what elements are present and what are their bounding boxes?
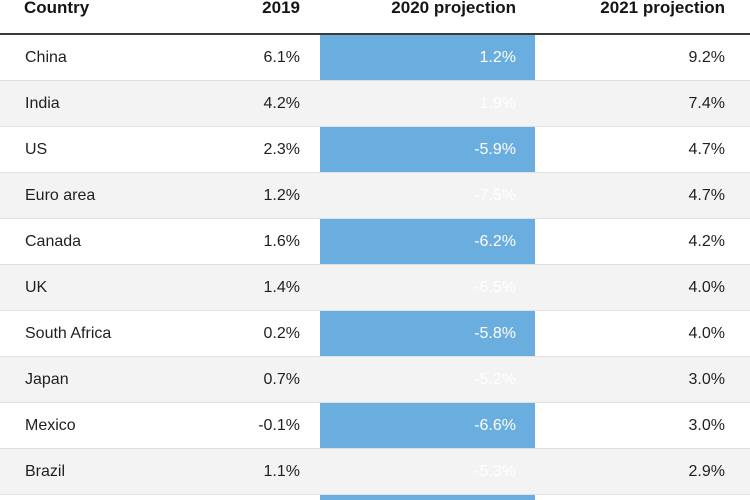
cell-2019: 4.2% <box>263 95 300 112</box>
cell-2019: -0.1% <box>258 417 300 434</box>
cell-2019: 0.7% <box>263 371 300 388</box>
cell-country: Brazil <box>25 463 66 480</box>
header-2021-projection: 2021 projection <box>600 0 725 17</box>
cell-country: Canada <box>25 233 82 250</box>
cell-2020: -7.5% <box>474 187 516 204</box>
cell-2020: 1.2% <box>479 49 516 66</box>
cell-2019: 6.1% <box>263 49 300 66</box>
table-row: Canada 1.6% -6.2% 4.2% <box>0 219 750 265</box>
cell-2020: -5.3% <box>474 463 516 480</box>
cell-2020: -6.2% <box>474 233 516 250</box>
table-row: US 2.3% -5.9% 4.7% <box>0 127 750 173</box>
cell-2021: 4.7% <box>688 187 725 204</box>
table-row: India 4.2% 1.9% 7.4% <box>0 81 750 127</box>
cell-2021: 2.9% <box>688 463 725 480</box>
cell-country: China <box>25 49 67 66</box>
cell-2019: 1.2% <box>263 187 300 204</box>
cell-country: US <box>25 141 48 158</box>
cell-country: UK <box>25 279 48 296</box>
cell-2021: 4.2% <box>688 233 725 250</box>
table-row: UK 1.4% -6.5% 4.0% <box>0 265 750 311</box>
header-2020-projection: 2020 projection <box>391 0 516 17</box>
cell-2021: 4.0% <box>688 325 725 342</box>
cell-2020: -6.5% <box>474 279 516 296</box>
cell-2019: 1.6% <box>263 233 300 250</box>
cell-2020: -5.2% <box>474 371 516 388</box>
table-row: Japan 0.7% -5.2% 3.0% <box>0 357 750 403</box>
table-row: Euro area 1.2% -7.5% 4.7% <box>0 173 750 219</box>
header-country: Country <box>24 0 90 17</box>
cell-country: Euro area <box>25 187 96 204</box>
cell-2019: 1.1% <box>263 463 300 480</box>
cell-2021: 4.0% <box>688 279 725 296</box>
table-header: Country 2019 2020 projection 2021 projec… <box>0 0 750 35</box>
cell-2021: 4.7% <box>688 141 725 158</box>
cell-2019: 1.4% <box>263 279 300 296</box>
cell-2020: 1.9% <box>479 95 516 112</box>
table-body: China 6.1% 1.2% 9.2% India 4.2% 1.9% 7.4… <box>0 35 750 495</box>
table-row: China 6.1% 1.2% 9.2% <box>0 35 750 81</box>
cell-2021: 3.0% <box>688 417 725 434</box>
table-row: South Africa 0.2% -5.8% 4.0% <box>0 311 750 357</box>
cell-2019: 0.2% <box>263 325 300 342</box>
cell-2021: 7.4% <box>688 95 725 112</box>
cell-2020: -5.8% <box>474 325 516 342</box>
cell-2021: 9.2% <box>688 49 725 66</box>
header-2019: 2019 <box>262 0 300 17</box>
cell-2020: -5.9% <box>474 141 516 158</box>
cell-country: Mexico <box>25 417 76 434</box>
cell-2021: 3.0% <box>688 371 725 388</box>
table-row: Mexico -0.1% -6.6% 3.0% <box>0 403 750 449</box>
cell-2020: -6.6% <box>474 417 516 434</box>
cell-2019: 2.3% <box>263 141 300 158</box>
cell-country: South Africa <box>25 325 112 342</box>
table-row: Brazil 1.1% -5.3% 2.9% <box>0 449 750 495</box>
cell-country: Japan <box>25 371 69 388</box>
cell-country: India <box>25 95 60 112</box>
